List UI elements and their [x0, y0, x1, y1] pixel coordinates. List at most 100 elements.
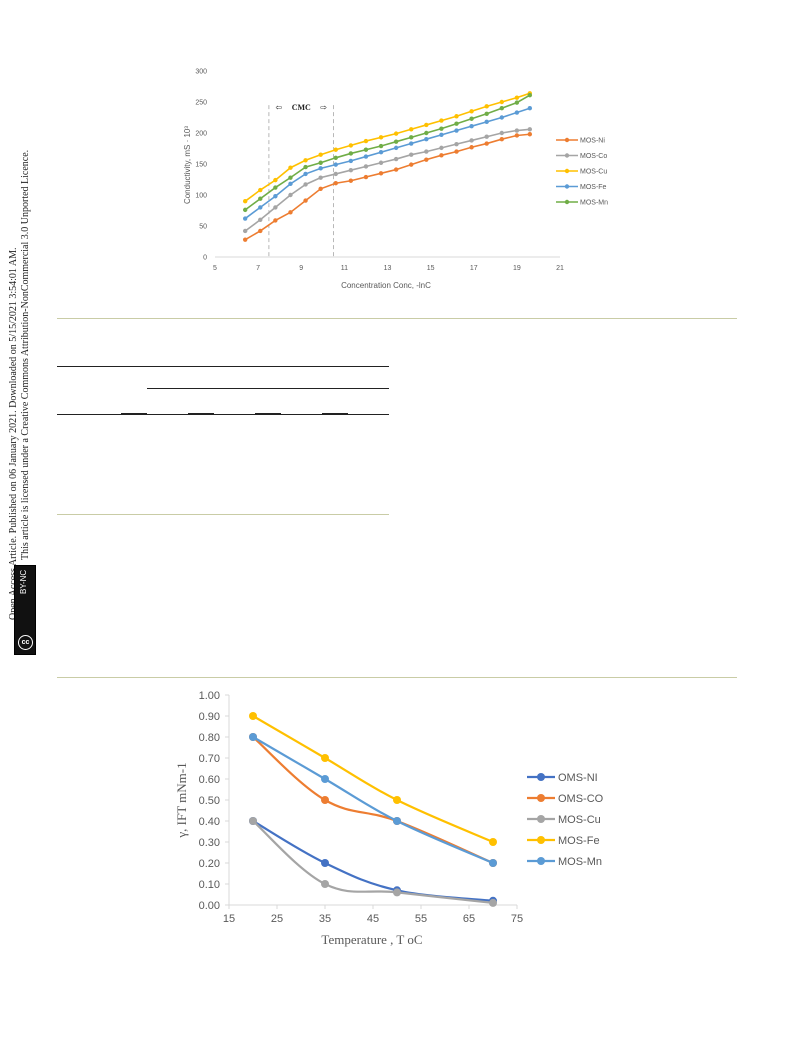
- y-axis-label: Conductivity, mS · 10³: [183, 126, 192, 204]
- data-point: [288, 165, 293, 170]
- data-point: [321, 796, 329, 804]
- series-line-mos-fe: [244, 107, 531, 220]
- data-point: [303, 164, 308, 170]
- cc-license-badge[interactable]: BY-NC cc: [14, 565, 36, 655]
- data-point: [333, 155, 338, 160]
- data-point: [318, 175, 323, 180]
- data-point: [363, 138, 369, 144]
- data-point: [273, 177, 278, 183]
- data-point: [348, 151, 354, 156]
- section-divider-top: [57, 318, 737, 319]
- data-point: [499, 99, 504, 105]
- data-point: [439, 126, 444, 131]
- x-tick-label: 5: [213, 265, 217, 272]
- data-point: [288, 210, 293, 215]
- data-point: [333, 171, 338, 177]
- data-point: [318, 160, 323, 165]
- data-point: [514, 128, 520, 133]
- data-point: [424, 157, 429, 162]
- data-point: [393, 145, 399, 151]
- legend-marker: [537, 815, 545, 823]
- x-tick-label: 35: [319, 913, 331, 925]
- legend-label: MOS-Fe: [558, 835, 600, 847]
- data-point: [363, 164, 369, 169]
- data-point: [424, 122, 429, 128]
- data-point: [484, 111, 489, 116]
- data-point: [527, 132, 533, 137]
- series-line-mos-cu: [252, 820, 494, 904]
- series-line-mos-fe: [252, 715, 494, 844]
- data-point: [409, 127, 414, 132]
- table-col-marker: [188, 413, 214, 415]
- x-tick-label: 9: [299, 265, 303, 272]
- cmc-annotation: CMC: [292, 103, 311, 112]
- legend-label: MOS-Mn: [558, 856, 602, 868]
- data-point: [318, 186, 323, 191]
- legend-label: MOS-Cu: [558, 814, 601, 826]
- y-tick-label: 0.50: [199, 795, 220, 807]
- x-tick-label: 7: [256, 265, 260, 272]
- data-point: [489, 898, 497, 907]
- data-point: [514, 110, 520, 115]
- data-point: [393, 131, 399, 136]
- license-sidebar: Open Access Article. Published on 06 Jan…: [0, 0, 40, 1039]
- series-line-mos-co: [244, 128, 530, 232]
- data-point: [439, 132, 444, 138]
- y-tick-label: 250: [195, 100, 207, 107]
- data-point: [409, 152, 414, 157]
- data-point: [273, 218, 278, 223]
- data-point: [527, 92, 533, 98]
- series-line-mos-mn: [252, 736, 494, 865]
- data-point: [348, 178, 354, 183]
- legend-marker: [564, 153, 570, 158]
- data-point: [393, 156, 399, 162]
- legend-label: OMS-CO: [558, 793, 604, 805]
- data-point: [242, 207, 248, 213]
- legend-label: MOS-Fe: [580, 184, 607, 191]
- legend-marker: [564, 184, 570, 189]
- y-tick-label: 0.20: [199, 858, 220, 870]
- data-point: [514, 133, 520, 138]
- data-point: [273, 205, 278, 210]
- x-tick-label: 21: [556, 265, 564, 272]
- legend-label: MOS-Cu: [580, 169, 607, 176]
- data-point: [424, 130, 429, 136]
- data-point: [303, 171, 308, 177]
- legend-marker: [537, 836, 545, 844]
- y-tick-label: 0.70: [199, 753, 220, 765]
- data-point: [288, 175, 293, 180]
- data-point: [409, 162, 414, 167]
- y-tick-label: 0.10: [199, 879, 220, 891]
- data-point: [288, 192, 293, 198]
- y-tick-label: 300: [195, 69, 207, 76]
- data-point: [321, 754, 329, 762]
- data-point: [363, 174, 369, 180]
- data-point: [249, 712, 257, 720]
- data-point: [258, 205, 263, 210]
- data-point: [273, 185, 278, 190]
- data-point: [409, 141, 414, 146]
- data-point: [484, 141, 489, 146]
- x-tick-label: 65: [463, 913, 475, 925]
- data-point: [454, 141, 459, 147]
- data-point: [489, 838, 497, 846]
- data-point: [393, 167, 399, 172]
- legend-label: MOS-Co: [580, 153, 607, 160]
- data-point: [469, 123, 474, 129]
- data-point: [393, 139, 399, 144]
- data-point: [363, 154, 369, 159]
- data-point: [348, 143, 354, 148]
- data-point: [333, 181, 338, 186]
- data-point: [469, 109, 474, 114]
- data-point: [378, 135, 384, 140]
- data-point: [499, 137, 504, 142]
- data-point: [439, 145, 444, 151]
- data-point: [258, 196, 263, 201]
- x-tick-label: 25: [271, 913, 283, 925]
- x-tick-label: 15: [427, 265, 435, 272]
- legend-marker: [537, 773, 545, 781]
- table-subheader-rule: [147, 388, 389, 389]
- data-point: [527, 106, 533, 111]
- legend-marker: [564, 199, 570, 205]
- data-point: [527, 127, 533, 132]
